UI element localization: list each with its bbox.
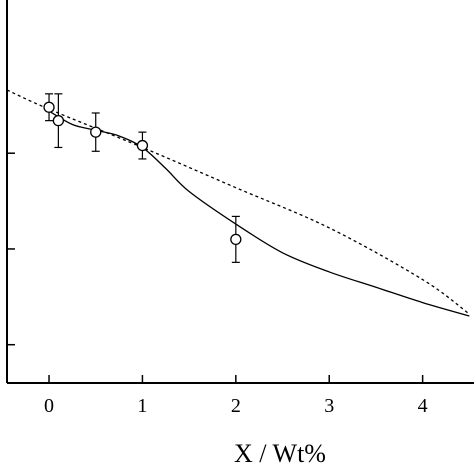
dashed-fit-line (6, 89, 470, 315)
plot-frame (6, 0, 474, 384)
marker-circle (43, 101, 55, 113)
data-point-2 (90, 112, 102, 152)
marker-circle (136, 139, 149, 152)
axis-ticks (7, 152, 424, 383)
marker-circle (230, 233, 242, 246)
x-axis-label: X / Wt% (234, 439, 326, 468)
data-point-0 (43, 93, 55, 122)
marker-circle (90, 126, 102, 138)
x-tick-label-3: 3 (324, 395, 334, 417)
x-tick-labels: 0 1 2 3 4 (44, 395, 428, 417)
x-tick-label-0: 0 (44, 395, 54, 417)
data-points (43, 93, 242, 263)
data-point-1 (52, 93, 65, 149)
data-point-3 (136, 131, 149, 160)
x-tick-label-1: 1 (137, 395, 147, 417)
x-tick-label-4: 4 (418, 395, 428, 417)
series-lines (6, 89, 470, 317)
solid-fit-curve (48, 110, 470, 317)
data-point-4 (230, 215, 242, 263)
x-tick-label-2: 2 (231, 395, 241, 417)
marker-circle (52, 114, 65, 127)
